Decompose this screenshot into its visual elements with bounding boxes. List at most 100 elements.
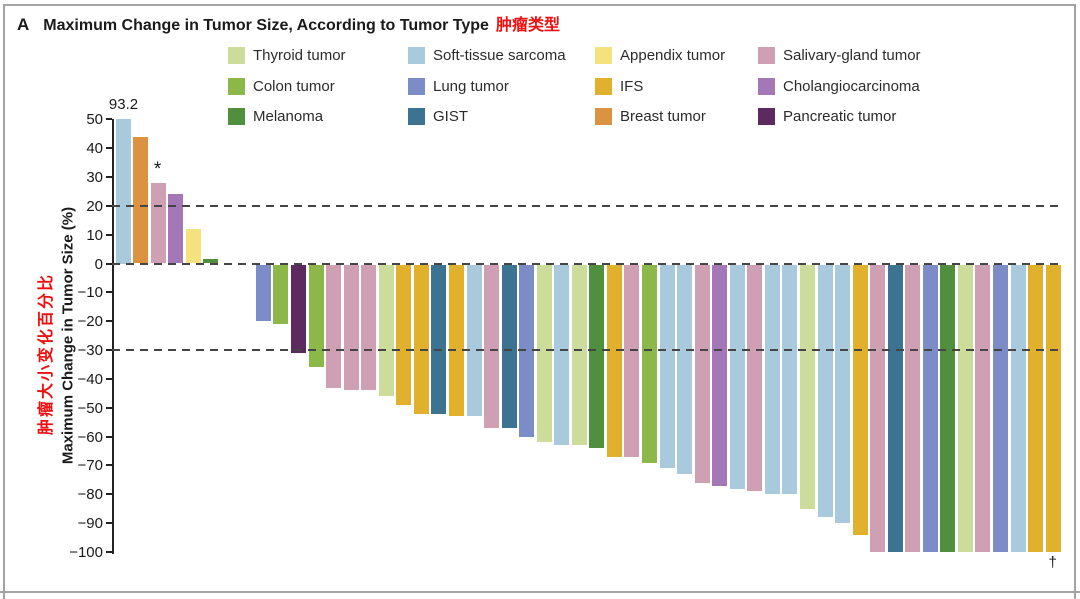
bar-10-colon [308, 264, 324, 368]
bar-52-ifs [1045, 264, 1061, 552]
bar-19-sts [466, 264, 482, 417]
bar-45-lung [922, 264, 938, 552]
legend-swatch-thyroid [228, 47, 245, 64]
bar-8-colon [273, 264, 289, 325]
legend-label-sts: Soft-tissue sarcoma [433, 47, 566, 64]
y-tick--80 [106, 493, 112, 496]
chart-title-text-chinese: 肿瘤类型 [495, 17, 560, 34]
legend-swatch-sts [408, 47, 425, 64]
bar-25-thyroid [571, 264, 587, 446]
bar-23-thyroid [536, 264, 552, 443]
bar-28-salivary [624, 264, 640, 457]
bar-35-salivary [747, 264, 763, 492]
bar-18-ifs [448, 264, 464, 417]
legend-label-thyroid: Thyroid tumor [253, 47, 346, 64]
reference-line-0 [112, 262, 1062, 265]
bar-43-gist [887, 264, 903, 552]
bar-44-salivary [905, 264, 921, 552]
bar-46-melanoma [940, 264, 956, 552]
y-axis-line [112, 119, 114, 554]
bar-27-ifs [606, 264, 622, 457]
bar-51-ifs [1028, 264, 1044, 552]
y-tick-label--70: −70 [77, 457, 103, 475]
legend-swatch-salivary [758, 47, 775, 64]
bar-24-sts [554, 264, 570, 446]
legend-swatch-ifs [595, 78, 612, 95]
dagger-annotation: † [1048, 554, 1057, 571]
bar-36-sts [764, 264, 780, 495]
y-tick-label-0: 0 [94, 255, 103, 273]
legend-swatch-breast [595, 108, 612, 125]
bar-6-melanoma [203, 259, 219, 264]
bar-16-ifs [413, 264, 429, 414]
y-axis-label-chinese: 肿瘤大小变化百分比 [38, 273, 55, 436]
legend-swatch-colon [228, 78, 245, 95]
bar-11-salivary [326, 264, 342, 388]
y-tick--20 [106, 320, 112, 323]
y-tick-label--40: −40 [77, 370, 103, 388]
legend-swatch-gist [408, 108, 425, 125]
y-tick-label--50: −50 [77, 399, 103, 417]
bar-15-ifs [396, 264, 412, 405]
legend-label-melanoma: Melanoma [253, 108, 324, 125]
bar-40-sts [835, 264, 851, 524]
bar-9-pancreatic [291, 264, 306, 353]
y-tick--30 [106, 349, 112, 352]
y-axis-label: Maximum Change in Tumor Size (%) [59, 206, 77, 465]
bar-4-cholangio [168, 194, 184, 264]
y-tick-10 [106, 233, 112, 236]
bar-37-sts [782, 264, 798, 495]
bar-47-thyroid [957, 264, 973, 552]
bar-29-colon [642, 264, 657, 463]
reference-line-20 [112, 204, 1062, 207]
y-tick-label-30: 30 [86, 168, 103, 186]
legend-label-cholangio: Cholangiocarcinoma [783, 78, 920, 95]
legend-swatch-lung [408, 78, 425, 95]
bar-20-salivary [484, 264, 500, 428]
bar-3-salivary [150, 182, 166, 264]
legend-label-lung: Lung tumor [433, 78, 509, 95]
legend-label-salivary: Salivary-gland tumor [783, 47, 921, 64]
legend-label-appendix: Appendix tumor [620, 47, 726, 64]
y-tick-label--60: −60 [77, 428, 103, 446]
y-tick-label-10: 10 [86, 226, 103, 244]
bar-31-sts [677, 264, 693, 475]
bar-30-sts [659, 264, 675, 469]
reference-line--30 [112, 349, 1062, 352]
y-tick--40 [106, 377, 112, 380]
y-tick-label--90: −90 [77, 515, 103, 533]
bar-12-salivary [343, 264, 359, 391]
bar-value-label: 93.2 [108, 96, 139, 114]
legend-swatch-cholangio [758, 78, 775, 95]
bar-50-sts [1010, 264, 1026, 552]
chart-title-text: Maximum Change in Tumor Size, According … [43, 17, 489, 34]
y-tick-label-40: 40 [86, 140, 103, 158]
legend-label-ifs: IFS [620, 78, 644, 95]
bar-48-salivary [975, 264, 991, 552]
legend-swatch-appendix [595, 47, 612, 64]
chart-title: A Maximum Change in Tumor Size, According… [17, 11, 560, 35]
y-tick--100 [106, 551, 112, 553]
bar-2-breast [133, 136, 149, 264]
legend-label-pancreatic: Pancreatic tumor [783, 108, 897, 125]
y-tick-20 [106, 204, 112, 207]
y-tick-label--10: −10 [77, 284, 103, 302]
bar-21-gist [501, 264, 517, 428]
legend-label-gist: GIST [433, 108, 469, 125]
legend-label-breast: Breast tumor [620, 108, 706, 125]
bar-41-ifs [852, 264, 868, 535]
panel-divider [0, 591, 1080, 593]
y-tick-label--20: −20 [77, 313, 103, 331]
y-tick-40 [106, 147, 112, 150]
y-tick--90 [106, 522, 112, 525]
bar-7-lung [255, 264, 271, 322]
panel-letter: A [17, 15, 30, 34]
y-tick-label-50: 50 [86, 111, 103, 129]
legend-swatch-melanoma [228, 108, 245, 125]
y-tick-label--30: −30 [77, 342, 103, 360]
figure-border [3, 4, 1076, 599]
y-tick-label--100: −100 [69, 544, 103, 561]
y-tick--10 [106, 291, 112, 294]
bar-33-cholangio [712, 264, 728, 486]
